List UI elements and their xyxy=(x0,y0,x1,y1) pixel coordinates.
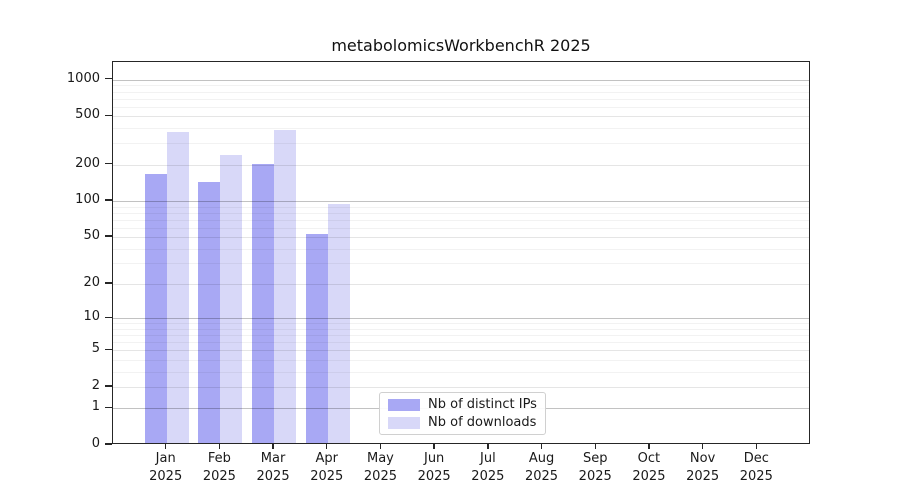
y-tick-label-1000: 1000 xyxy=(66,70,100,86)
legend-swatch-downloads xyxy=(388,416,420,429)
y-tick-200 xyxy=(105,162,112,165)
gridline-1000 xyxy=(113,79,809,81)
plot-area xyxy=(112,61,810,444)
legend-swatch-distinct-ips xyxy=(388,398,420,411)
x-tick-label-sep: Sep 2025 xyxy=(578,451,612,484)
bar-downloads-mar xyxy=(274,130,297,443)
x-tick-label-nov: Nov 2025 xyxy=(686,451,720,484)
x-tick-jul xyxy=(487,444,489,449)
minor-gridline-300 xyxy=(113,143,809,145)
x-tick-oct xyxy=(648,444,650,449)
y-tick-label-2: 2 xyxy=(91,377,100,393)
bar-distinct-ips-apr xyxy=(305,234,328,443)
x-tick-label-jan: Jan 2025 xyxy=(149,451,183,484)
y-tick-label-20: 20 xyxy=(83,275,100,291)
x-tick-label-feb: Feb 2025 xyxy=(202,451,236,484)
minor-gridline-900 xyxy=(113,85,809,87)
x-tick-label-apr: Apr 2025 xyxy=(310,451,344,484)
y-tick-100 xyxy=(105,199,112,201)
gridline-200 xyxy=(113,164,809,166)
legend: Nb of distinct IPs Nb of downloads xyxy=(379,392,546,435)
x-tick-feb xyxy=(218,444,221,449)
y-tick-500 xyxy=(105,114,112,117)
y-tick-label-0: 0 xyxy=(91,436,100,451)
y-tick-label-1: 1 xyxy=(91,399,100,415)
x-tick-label-aug: Aug 2025 xyxy=(524,451,559,484)
x-tick-apr xyxy=(326,444,328,449)
y-tick-20 xyxy=(105,282,112,284)
bar-distinct-ips-feb xyxy=(198,182,221,443)
y-tick-1000 xyxy=(105,78,112,80)
bar-distinct-ips-jan xyxy=(144,173,167,443)
y-tick-2 xyxy=(105,385,112,387)
x-tick-label-dec: Dec 2025 xyxy=(739,451,773,484)
y-tick-0 xyxy=(105,443,112,445)
legend-label-downloads: Nb of downloads xyxy=(428,415,537,430)
bar-downloads-feb xyxy=(220,155,243,443)
bar-downloads-apr xyxy=(327,203,350,443)
y-tick-label-50: 50 xyxy=(83,228,100,244)
x-tick-label-jul: Jul 2025 xyxy=(471,451,505,484)
y-tick-label-10: 10 xyxy=(83,309,100,325)
y-tick-1 xyxy=(105,406,112,409)
y-tick-label-5: 5 xyxy=(91,341,100,357)
x-tick-dec xyxy=(755,444,757,449)
y-tick-label-500: 500 xyxy=(75,107,100,123)
minor-gridline-400 xyxy=(113,128,809,130)
y-tick-10 xyxy=(105,316,112,318)
y-tick-label-100: 100 xyxy=(75,192,100,208)
minor-gridline-800 xyxy=(113,91,809,93)
legend-label-distinct-ips: Nb of distinct IPs xyxy=(428,397,537,412)
minor-gridline-600 xyxy=(113,106,809,108)
x-tick-label-oct: Oct 2025 xyxy=(632,451,666,484)
x-tick-may xyxy=(379,444,382,449)
y-tick-label-200: 200 xyxy=(75,155,100,171)
x-tick-nov xyxy=(701,444,704,449)
gridline-500 xyxy=(113,116,809,118)
legend-item-downloads: Nb of downloads xyxy=(388,415,537,430)
x-tick-label-may: May 2025 xyxy=(363,451,397,484)
x-tick-label-jun: Jun 2025 xyxy=(417,451,451,484)
bar-distinct-ips-mar xyxy=(252,163,275,443)
x-tick-aug xyxy=(540,444,543,449)
x-tick-jan xyxy=(164,444,167,449)
y-tick-5 xyxy=(105,348,112,350)
legend-item-distinct-ips: Nb of distinct IPs xyxy=(388,397,537,412)
x-tick-sep xyxy=(594,444,596,449)
bar-downloads-jan xyxy=(166,132,189,443)
chart-title: metabolomicsWorkbenchR 2025 xyxy=(331,36,591,55)
x-tick-label-mar: Mar 2025 xyxy=(256,451,290,484)
x-tick-jun xyxy=(433,444,435,449)
minor-gridline-700 xyxy=(113,98,809,100)
y-tick-50 xyxy=(105,235,112,237)
x-tick-mar xyxy=(272,444,274,449)
